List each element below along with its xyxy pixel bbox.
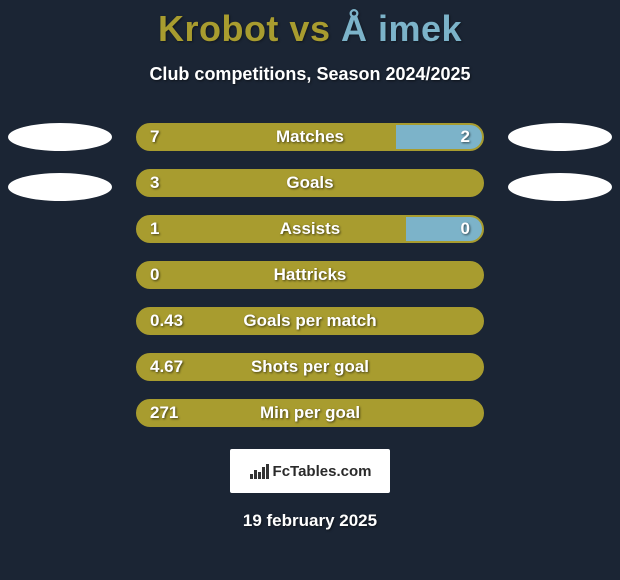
player-silhouette-ellipse <box>8 123 112 151</box>
title-right: Å imek <box>341 8 462 49</box>
bar-fill-left <box>138 171 482 195</box>
stat-bar: Assists10 <box>136 215 484 243</box>
logo-bars-icon <box>249 462 271 480</box>
stat-row: Matches72 <box>0 123 620 151</box>
bar-fill-left <box>138 355 482 379</box>
logo-box: FcTables.com <box>230 449 390 493</box>
logo: FcTables.com <box>249 462 372 480</box>
bar-fill-left <box>138 263 482 287</box>
stat-rows: Matches72 Goals3 Assists10 Hattricks0 Goals … <box>0 123 620 427</box>
date-text: 19 february 2025 <box>243 511 377 531</box>
player-silhouette-ellipse <box>508 173 612 201</box>
content-wrapper: Krobot vs Å imek Club competitions, Seas… <box>0 0 620 580</box>
title-left: Krobot vs <box>158 8 331 49</box>
logo-text: FcTables.com <box>273 463 372 480</box>
stat-row: Assists10 <box>0 215 620 243</box>
bar-fill-left <box>138 309 482 333</box>
subtitle: Club competitions, Season 2024/2025 <box>149 64 470 85</box>
bar-fill-left <box>138 217 406 241</box>
stat-bar: Shots per goal4.67 <box>136 353 484 381</box>
stat-bar: Goals per match0.43 <box>136 307 484 335</box>
stat-bar: Hattricks0 <box>136 261 484 289</box>
bar-fill-left <box>138 125 396 149</box>
stat-bar: Min per goal271 <box>136 399 484 427</box>
stat-row: Goals per match0.43 <box>0 307 620 335</box>
player-silhouette-ellipse <box>508 123 612 151</box>
stat-bar: Goals3 <box>136 169 484 197</box>
stat-row: Min per goal271 <box>0 399 620 427</box>
page-title: Krobot vs Å imek <box>158 8 462 50</box>
player-silhouette-ellipse <box>8 173 112 201</box>
stat-bar: Matches72 <box>136 123 484 151</box>
bar-fill-left <box>138 401 482 425</box>
bar-fill-right <box>396 125 482 149</box>
bar-fill-right <box>406 217 482 241</box>
stat-row: Goals3 <box>0 169 620 197</box>
stat-row: Hattricks0 <box>0 261 620 289</box>
stat-row: Shots per goal4.67 <box>0 353 620 381</box>
